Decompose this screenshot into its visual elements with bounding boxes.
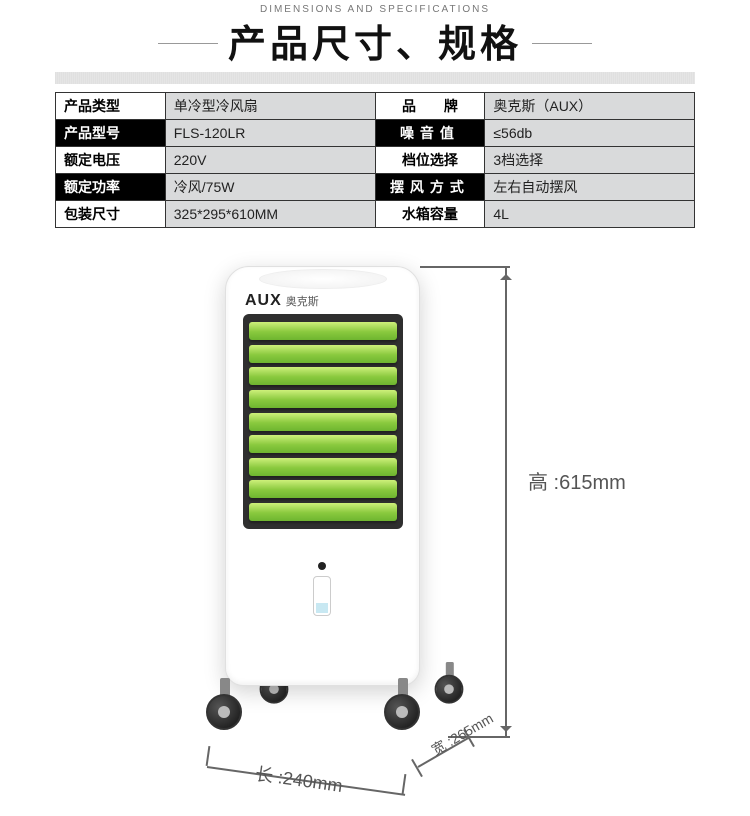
dim-tick	[420, 266, 510, 268]
water-tank-window	[313, 576, 331, 616]
spec-value: 单冷型冷风扇	[165, 93, 375, 120]
spec-value: 4L	[485, 201, 695, 228]
spec-value: 左右自动摆风	[485, 174, 695, 201]
dim-width-label: 宽 :265mm	[428, 708, 497, 760]
brand-row: AUX 奥克斯	[245, 292, 400, 310]
spec-value: 奥克斯（AUX）	[485, 93, 695, 120]
spec-value: 冷风/75W	[165, 174, 375, 201]
top-control-panel	[259, 269, 387, 289]
brand-cn: 奥克斯	[286, 293, 319, 309]
water-level	[316, 603, 328, 613]
header: DIMENSIONS AND SPECIFICATIONS 产品尺寸、规格	[0, 0, 750, 84]
arrow-icon	[500, 726, 512, 738]
spec-label: 包装尺寸	[56, 201, 166, 228]
spec-value: 3档选择	[485, 147, 695, 174]
brand-logo: AUX	[245, 292, 282, 310]
spec-value: ≤56db	[485, 120, 695, 147]
dim-length-label: 长 :240mm	[254, 760, 345, 798]
spec-table: 产品类型单冷型冷风扇品 牌奥克斯（AUX）产品型号FLS-120LR噪音值≤56…	[55, 92, 695, 228]
spec-value: 220V	[165, 147, 375, 174]
decorative-texture	[55, 72, 695, 84]
arrow-icon	[500, 268, 512, 280]
table-row: 产品型号FLS-120LR噪音值≤56db	[56, 120, 695, 147]
title-cn: 产品尺寸、规格	[228, 13, 522, 68]
table-row: 额定电压220V档位选择3档选择	[56, 147, 695, 174]
caster-wheel-back-right	[430, 662, 468, 710]
spec-label: 噪音值	[375, 120, 485, 147]
dim-height-line	[505, 268, 507, 738]
spec-label: 摆风方式	[375, 174, 485, 201]
spec-value: 325*295*610MM	[165, 201, 375, 228]
spec-label: 产品型号	[56, 120, 166, 147]
spec-label: 产品类型	[56, 93, 166, 120]
dim-tick	[402, 774, 407, 794]
drain-knob	[318, 562, 326, 570]
dim-tick	[411, 759, 423, 777]
dimension-diagram: AUX 奥克斯 高 :615mm 长 :240mm 宽 :265mm	[0, 246, 750, 816]
spec-label: 额定功率	[56, 174, 166, 201]
table-row: 额定功率冷风/75W摆风方式左右自动摆风	[56, 174, 695, 201]
spec-label: 品 牌	[375, 93, 485, 120]
front-grill	[243, 314, 403, 529]
spec-label: 水箱容量	[375, 201, 485, 228]
air-cooler-device: AUX 奥克斯	[225, 266, 420, 711]
dim-tick	[206, 746, 211, 766]
dim-height-label: 高 :615mm	[528, 466, 626, 495]
spec-label: 档位选择	[375, 147, 485, 174]
caster-wheel-front-left	[200, 678, 248, 738]
caster-wheel-front-right	[378, 678, 426, 738]
spec-value: FLS-120LR	[165, 120, 375, 147]
table-row: 包装尺寸325*295*610MM水箱容量4L	[56, 201, 695, 228]
table-row: 产品类型单冷型冷风扇品 牌奥克斯（AUX）	[56, 93, 695, 120]
spec-label: 额定电压	[56, 147, 166, 174]
